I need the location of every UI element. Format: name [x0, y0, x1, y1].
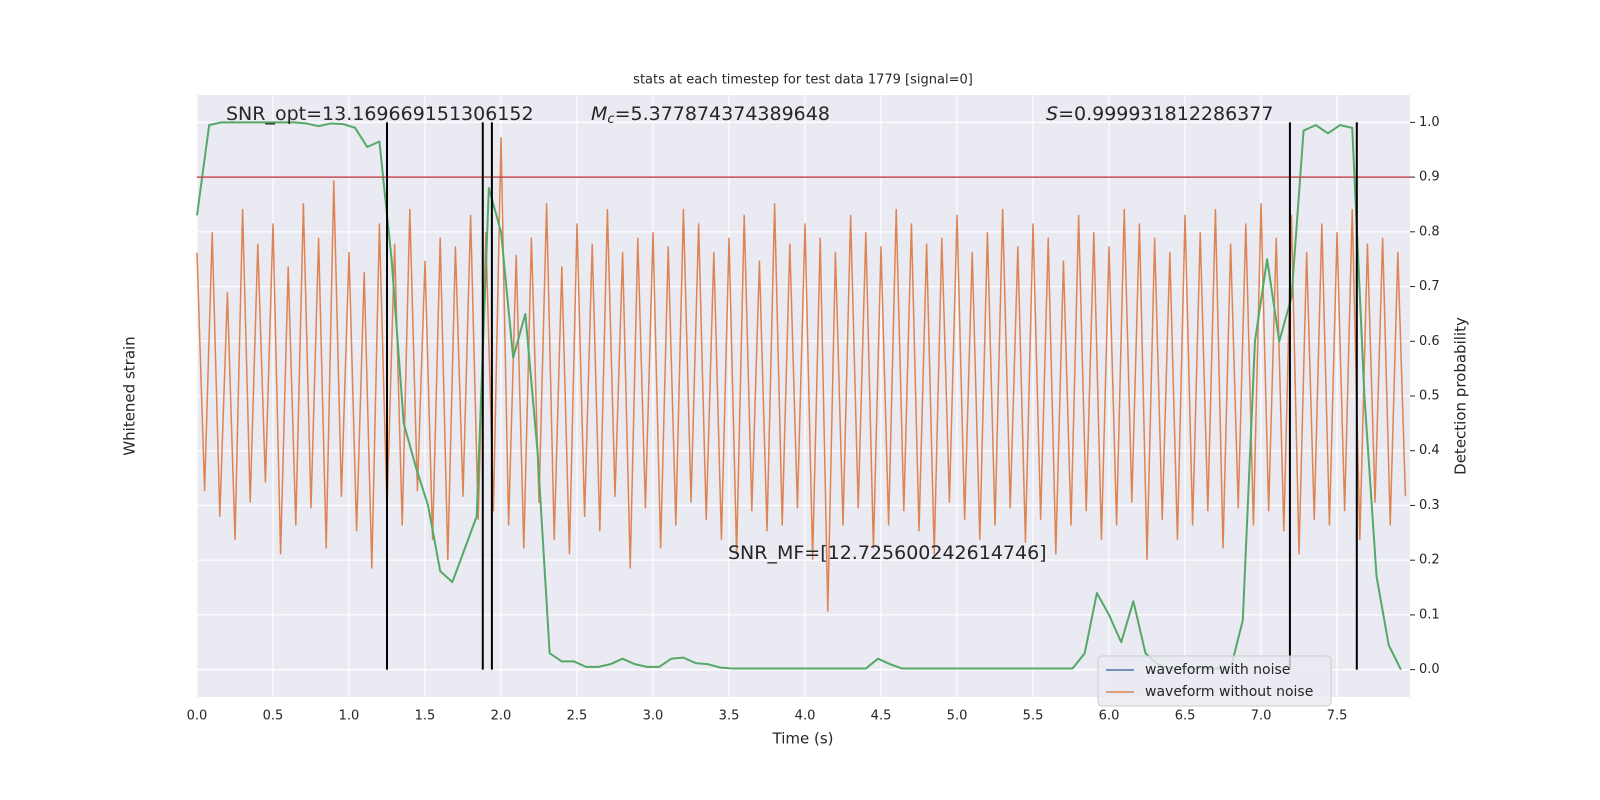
x-tick-label: 3.5: [719, 709, 740, 724]
x-tick-label: 1.5: [415, 709, 436, 724]
x-tick-label: 4.0: [795, 709, 816, 724]
legend-label: waveform without noise: [1145, 684, 1313, 700]
annotation-text: SNR_opt=13.169669151306152: [226, 103, 534, 125]
y2-tick-label: 0.5: [1419, 389, 1440, 404]
chart-title: stats at each timestep for test data 177…: [633, 73, 973, 88]
y2-tick-label: 0.4: [1419, 443, 1440, 458]
annotation-text: SNR_MF=[12.725600242614746]: [728, 542, 1047, 564]
x-tick-label: 1.0: [339, 709, 360, 724]
x-tick-label: 5.5: [1023, 709, 1044, 724]
y2-tick-label: 0.2: [1419, 553, 1440, 568]
annotation-symbol: S: [1046, 103, 1058, 125]
y2-tick-label: 0.0: [1419, 662, 1440, 677]
legend-label: waveform with noise: [1145, 662, 1290, 678]
annotation-subscript: c: [607, 112, 614, 127]
annotation: Mc=5.377874374389648: [591, 103, 830, 127]
y2-tick-label: 1.0: [1419, 115, 1440, 130]
y2-tick-label: 0.6: [1419, 334, 1440, 349]
x-tick-label: 2.0: [491, 709, 512, 724]
x-tick-label: 0.0: [187, 709, 208, 724]
y-axis-label: Whitened strain: [121, 336, 139, 455]
annotation-symbol: M: [591, 103, 607, 125]
x-tick-label: 2.5: [567, 709, 588, 724]
x-tick-label: 4.5: [871, 709, 892, 724]
legend: waveform with noise waveform without nois…: [1097, 655, 1332, 707]
x-tick-label: 7.5: [1327, 709, 1348, 724]
legend-box: [1097, 655, 1332, 707]
x-tick-label: 7.0: [1251, 709, 1272, 724]
x-tick-label: 6.0: [1099, 709, 1120, 724]
y2-tick-label: 0.1: [1419, 607, 1440, 622]
annotation: SNR_opt=13.169669151306152: [226, 103, 534, 125]
x-tick-label: 6.5: [1175, 709, 1196, 724]
y2-tick-label: 0.8: [1419, 224, 1440, 239]
annotation: S=0.999931812286377: [1046, 103, 1273, 125]
annotation-text: =0.999931812286377: [1058, 103, 1273, 125]
y2-tick-label: 0.9: [1419, 170, 1440, 185]
y2-axis-label: Detection probability: [1452, 317, 1470, 475]
y2-tick-label: 0.3: [1419, 498, 1440, 513]
annotation: SNR_MF=[12.725600242614746]: [728, 542, 1047, 564]
x-axis-label: Time (s): [772, 730, 834, 748]
x-tick-label: 0.5: [263, 709, 284, 724]
annotation-text: =5.377874374389648: [615, 103, 830, 125]
x-tick-label: 3.0: [643, 709, 664, 724]
series-line: [196, 137, 1407, 612]
x-tick-label: 5.0: [947, 709, 968, 724]
y2-tick-label: 0.7: [1419, 279, 1440, 294]
